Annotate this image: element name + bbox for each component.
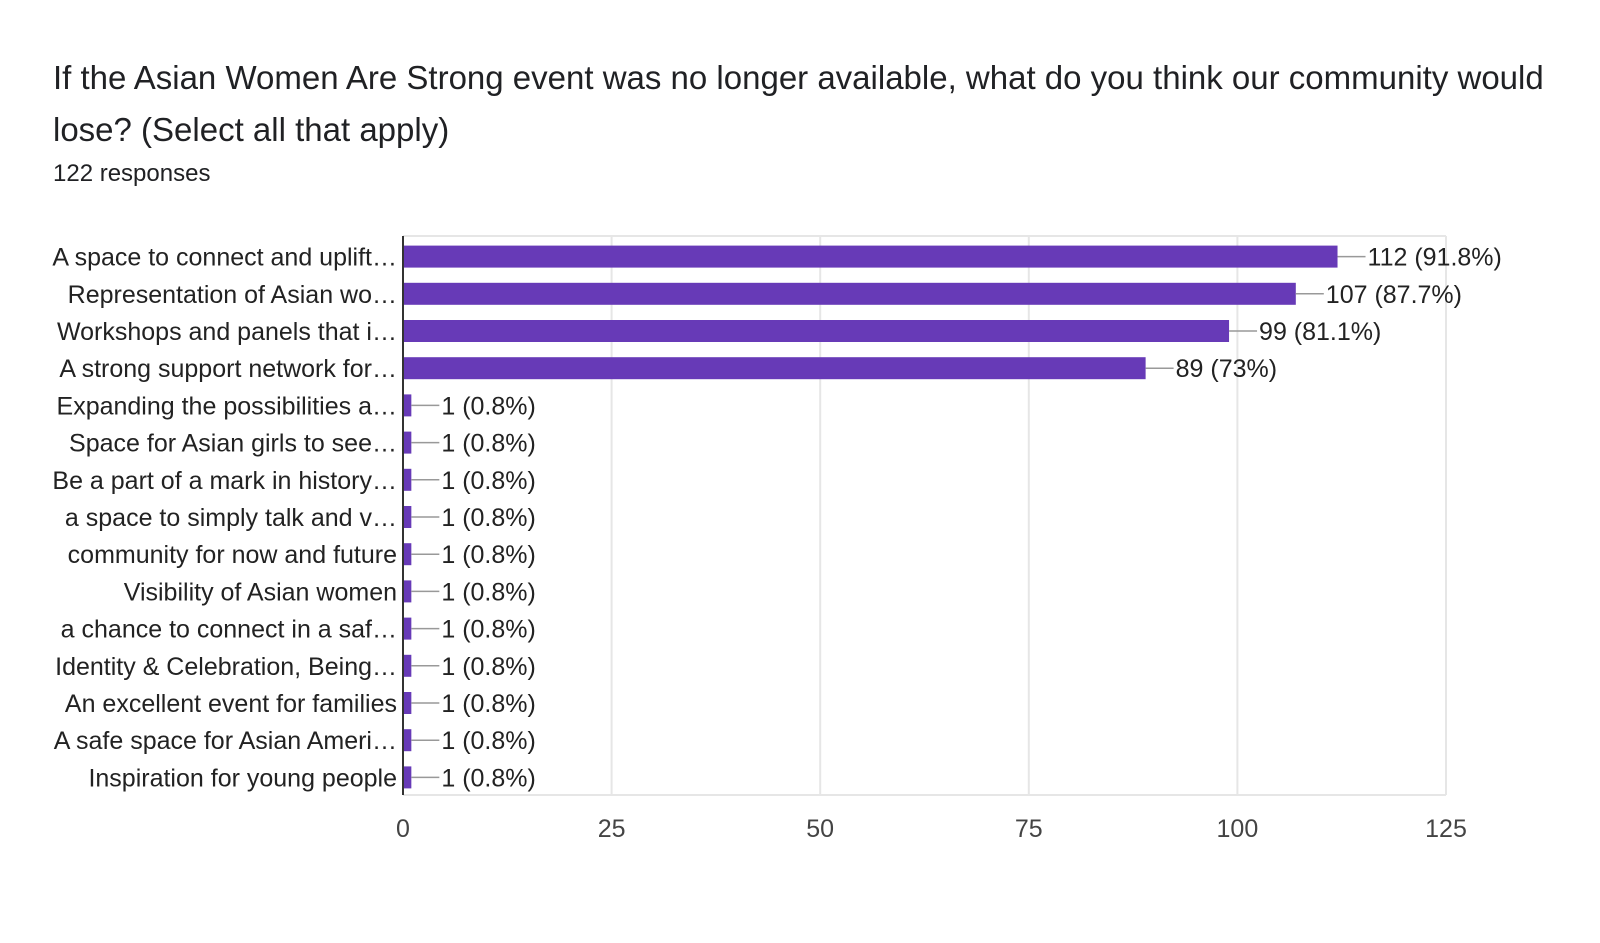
- category-label: a space to simply talk and v…: [65, 504, 397, 532]
- bar: [403, 692, 412, 714]
- x-tick-label: 0: [396, 815, 410, 843]
- x-tick-label: 100: [1217, 815, 1259, 843]
- data-label: 1 (0.8%): [441, 690, 535, 718]
- category-label: Expanding the possibilities a…: [57, 392, 397, 420]
- data-label: 1 (0.8%): [441, 467, 535, 495]
- bar: [403, 431, 412, 454]
- bar: [403, 654, 412, 677]
- category-label: community for now and future: [68, 541, 397, 569]
- category-label: A safe space for Asian Ameri…: [54, 727, 397, 755]
- data-label: 1 (0.8%): [441, 653, 535, 681]
- data-label: 1 (0.8%): [441, 578, 535, 606]
- category-label: A strong support network for…: [59, 355, 397, 383]
- category-label: Visibility of Asian women: [124, 578, 397, 606]
- category-label: A space to connect and uplift…: [52, 244, 397, 272]
- category-label: Be a part of a mark in history…: [52, 467, 397, 495]
- category-label: Identity & Celebration, Being…: [55, 653, 397, 681]
- chart-title: If the Asian Women Are Strong event was …: [53, 59, 1544, 148]
- category-label: Workshops and panels that i…: [57, 318, 397, 346]
- bar: [403, 320, 1230, 342]
- bar: [403, 245, 1338, 268]
- data-label: 99 (81.1%): [1259, 318, 1381, 346]
- data-label: 107 (87.7%): [1326, 281, 1462, 309]
- x-tick-label: 25: [598, 815, 626, 843]
- bar: [403, 357, 1146, 380]
- data-label: 1 (0.8%): [441, 727, 535, 755]
- data-label: 1 (0.8%): [441, 616, 535, 644]
- x-tick-label: 50: [806, 815, 834, 843]
- category-label: a chance to connect in a saf…: [61, 616, 397, 644]
- bar: [403, 543, 412, 566]
- data-label: 89 (73%): [1176, 355, 1277, 383]
- data-label: 1 (0.8%): [441, 430, 535, 458]
- bar: [403, 468, 412, 491]
- bar: [403, 394, 412, 417]
- category-label: Representation of Asian wo…: [68, 281, 397, 309]
- bar: [403, 282, 1296, 305]
- bar: [403, 729, 412, 752]
- data-label: 1 (0.8%): [441, 541, 535, 569]
- bar: [403, 766, 412, 789]
- x-tick-label: 75: [1015, 815, 1043, 843]
- category-label: Inspiration for young people: [88, 764, 397, 792]
- bar: [403, 617, 412, 640]
- data-label: 112 (91.8%): [1368, 244, 1502, 272]
- category-label: An excellent event for families: [65, 690, 397, 718]
- data-label: 1 (0.8%): [441, 764, 535, 792]
- bar: [403, 506, 412, 528]
- response-count: 122 responses: [53, 160, 211, 187]
- bar: [403, 580, 412, 603]
- data-label: 1 (0.8%): [441, 504, 535, 532]
- x-tick-label: 125: [1425, 815, 1467, 843]
- category-label: Space for Asian girls to see…: [69, 430, 397, 458]
- data-label: 1 (0.8%): [441, 392, 535, 420]
